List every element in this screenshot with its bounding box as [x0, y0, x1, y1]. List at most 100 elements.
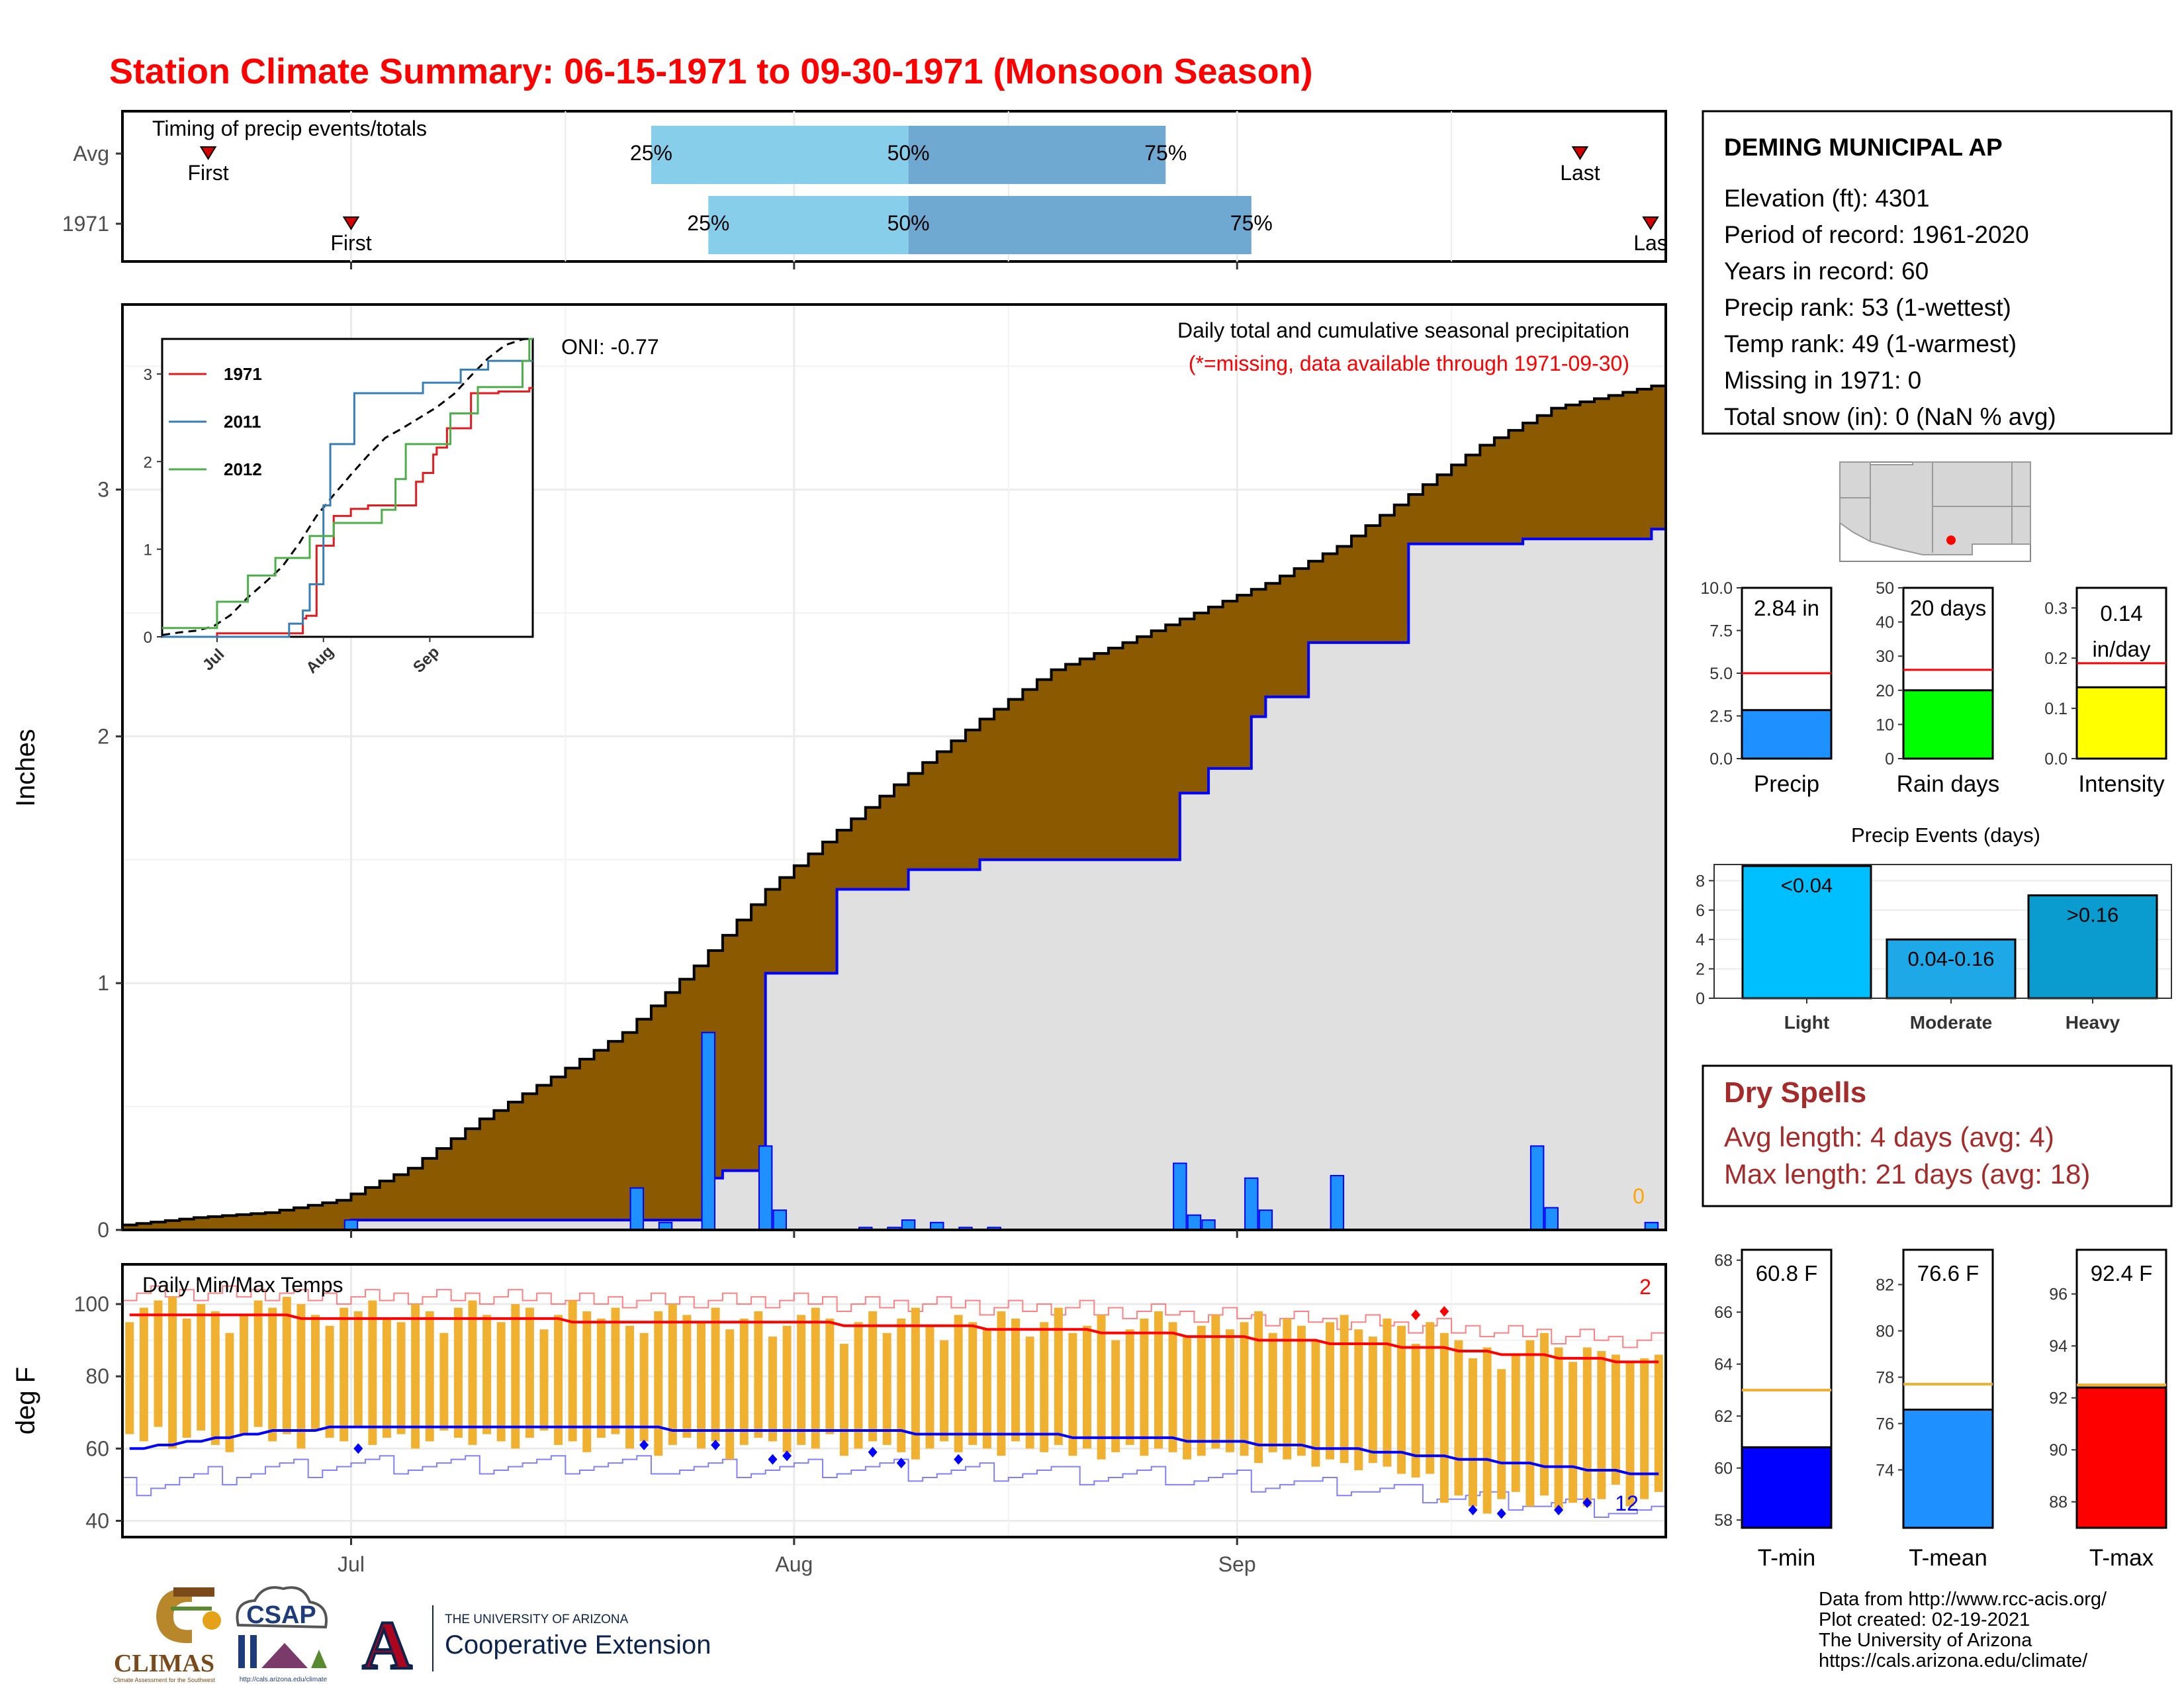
daily-temp-bar: [1640, 1358, 1649, 1499]
daily-temp-bar: [968, 1322, 978, 1445]
inset-legend-label: 2012: [224, 459, 262, 479]
record-low-marker: [954, 1454, 964, 1465]
daily-temp-bar: [1340, 1315, 1349, 1464]
inset-series-2012: [162, 338, 533, 630]
credit-line: Data from http://www.rcc-acis.org/: [1819, 1589, 2107, 1610]
temp-bar-T-mean: [1902, 1409, 1994, 1529]
station-info-line: Missing in 1971: 0: [1724, 367, 1921, 394]
record-low-marker: [896, 1458, 906, 1469]
temp-bar-T-max: [2075, 1386, 2167, 1529]
mini-bar-value: 0.14: [2100, 601, 2142, 626]
timing-pct-label: 75%: [1230, 211, 1273, 235]
events-ytick-label: 4: [1696, 931, 1705, 949]
daily-temp-bar: [997, 1311, 1006, 1456]
dry-spells-avg: Avg length: 4 days (avg: 4): [1724, 1121, 2054, 1152]
daily-temp-bar: [882, 1333, 891, 1445]
avg-min-line: [129, 1425, 1659, 1476]
inset-ytick-label: 2: [144, 453, 152, 471]
station-info-line: Temp rank: 49 (1-warmest): [1724, 330, 2017, 357]
daily-temp-bar: [1240, 1322, 1249, 1456]
daily-temp-bar: [568, 1300, 577, 1442]
events-category-label: Heavy: [2066, 1012, 2120, 1033]
temp-bar-tick-label: 60: [1714, 1460, 1733, 1478]
temp-bar-tick-label: 76: [1876, 1415, 1894, 1434]
daily-temp-bar: [1597, 1350, 1606, 1499]
temp-panel: 40 60 80 100 Jul Aug Sep deg F Daily Min/Max T…: [11, 1263, 1667, 1576]
daily-precip-bar: [1187, 1214, 1202, 1231]
daily-temp-bar: [1040, 1322, 1049, 1452]
csap-logo-url: http://cals.arizona.edu/climate: [240, 1676, 328, 1683]
daily-temp-bar: [225, 1333, 234, 1452]
daily-precip-bar: [1258, 1209, 1273, 1231]
daily-temp-bar: [368, 1300, 377, 1445]
daily-temp-bar: [711, 1307, 720, 1442]
daily-temp-bar: [1426, 1322, 1435, 1474]
daily-temp-bar: [125, 1322, 134, 1434]
daily-temp-bar: [1083, 1325, 1091, 1449]
daily-precip-bar: [701, 1031, 716, 1231]
mini-bar-label: Rain days: [1897, 771, 2000, 797]
daily-temp-bar: [554, 1315, 563, 1445]
daily-temp-bar: [639, 1333, 649, 1442]
temp-bar-label: T-max: [2089, 1545, 2154, 1571]
precip-ytick-label: 1: [97, 971, 109, 995]
temp-bar-tick-label: 82: [1876, 1276, 1894, 1295]
record-high-marker: [1439, 1305, 1449, 1317]
daily-temp-bar: [1297, 1325, 1306, 1456]
missing-count: 0: [1633, 1184, 1645, 1208]
daily-precip-bar: [758, 1145, 773, 1231]
inset-ytick-label: 1: [144, 541, 152, 559]
daily-temp-bar: [697, 1322, 705, 1449]
daily-temp-bar: [439, 1333, 449, 1431]
temp-bar-tick-label: 64: [1714, 1356, 1733, 1374]
record-high-count: 2: [1639, 1275, 1651, 1299]
daily-temp-bar: [725, 1329, 735, 1460]
daily-precip-bar: [629, 1187, 645, 1231]
events-title: Precip Events (days): [1851, 823, 2040, 847]
daily-temp-bar: [1025, 1336, 1034, 1449]
daily-temp-bar: [682, 1315, 692, 1438]
temp-ytick-label: 40: [85, 1509, 109, 1532]
station-info-line: Years in record: 60: [1724, 258, 1929, 285]
daily-precip-bar: [1544, 1207, 1559, 1231]
university-of-arizona-logo: A THE UNIVERSITY OF ARIZONA Cooperative …: [357, 1605, 711, 1685]
timing-row-label: 1971: [62, 212, 109, 236]
mini-bar-tick-label: 0.2: [2044, 649, 2068, 668]
precip-ytick-label: 3: [97, 478, 109, 502]
temp-ylabel: deg F: [11, 1367, 40, 1434]
daily-temp-bar: [1383, 1318, 1392, 1467]
temp-bar-tick-label: 68: [1714, 1252, 1733, 1270]
inset-ytick-label: 3: [144, 366, 152, 384]
precip-ytick-label: 2: [97, 724, 109, 748]
temp-bar-tick-label: 74: [1876, 1462, 1894, 1480]
daily-temp-bar: [1225, 1329, 1234, 1452]
mini-bar-tick-label: 30: [1876, 647, 1894, 666]
daily-temp-bar: [453, 1307, 463, 1438]
daily-temp-bar: [425, 1311, 434, 1442]
daily-temp-bar: [1511, 1354, 1520, 1492]
daily-precip-bar: [343, 1219, 359, 1231]
record-low-marker: [353, 1443, 363, 1454]
record-low-marker: [1496, 1508, 1506, 1519]
daily-temp-bar: [1068, 1333, 1077, 1456]
temp-bar-value: 60.8 F: [1756, 1261, 1818, 1286]
mini-bar-tick-label: 0.1: [2044, 700, 2068, 718]
timing-row-label: Avg: [73, 142, 109, 165]
daily-temp-bar: [854, 1322, 863, 1449]
daily-temp-bar: [1368, 1336, 1377, 1464]
mini-bar-tick-label: 0.0: [2044, 750, 2068, 769]
temp-bar-tick-label: 94: [2049, 1337, 2068, 1356]
events-plot-frame: [1713, 864, 2172, 999]
daily-temp-bar: [511, 1304, 520, 1449]
daily-temp-bar: [1268, 1333, 1277, 1452]
daily-precip-bar: [901, 1219, 916, 1231]
page-title: Station Climate Summary: 06-15-1971 to 0…: [109, 52, 1313, 91]
daily-temp-bar: [539, 1329, 549, 1431]
daily-temp-bar: [1354, 1329, 1363, 1471]
temp-bar-tick-label: 80: [1876, 1323, 1894, 1341]
mini-bar-Intensity: [2075, 686, 2167, 760]
daily-temp-bar: [1254, 1311, 1263, 1464]
mini-bar-tick-label: 40: [1876, 614, 1894, 632]
csap-logo-text: CSAP: [246, 1601, 316, 1629]
daily-temp-bar: [1125, 1329, 1134, 1445]
